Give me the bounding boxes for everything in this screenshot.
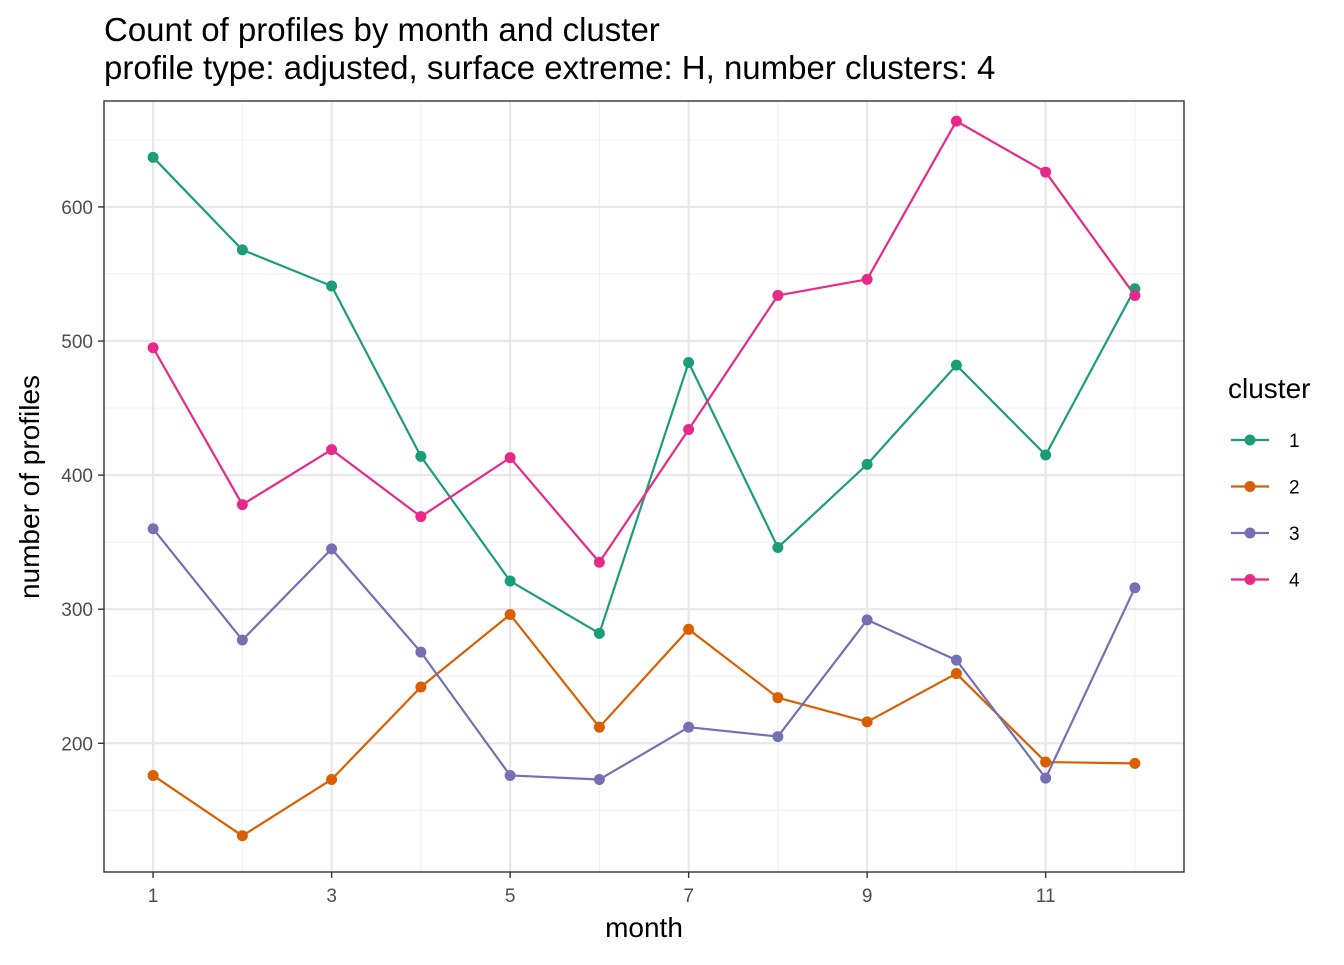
- data-point-cluster-2: [772, 692, 784, 704]
- series-line-cluster-2: [152, 613, 1135, 837]
- y-tick-label: 300: [61, 600, 93, 621]
- data-point-cluster-1: [504, 575, 516, 587]
- data-point-cluster-3: [772, 731, 784, 743]
- x-tick-label: 11: [1036, 886, 1056, 907]
- data-point-cluster-3: [1040, 772, 1052, 784]
- data-point-cluster-3: [683, 721, 695, 733]
- legend-point-cluster-4: [1244, 574, 1256, 585]
- data-point-cluster-4: [415, 511, 427, 523]
- y-tick-label: 400: [61, 466, 93, 487]
- legend-point-cluster-1: [1244, 434, 1256, 446]
- data-point-cluster-4: [593, 556, 605, 568]
- data-point-cluster-3: [593, 773, 605, 785]
- legend-items: 1 2 3 4: [1231, 431, 1300, 592]
- series-line-cluster-4: [152, 120, 1136, 564]
- chart-subtitle: profile type: adjusted, surface extreme:…: [104, 49, 995, 86]
- legend-label-cluster-3: 3: [1289, 524, 1300, 545]
- plot-panel: [104, 101, 1184, 872]
- data-point-cluster-2: [1040, 756, 1052, 768]
- grid-lines: [104, 101, 1184, 872]
- data-point-cluster-2: [326, 773, 338, 785]
- data-point-cluster-3: [950, 654, 962, 666]
- series-line-cluster-3: [152, 528, 1136, 781]
- series-layer: [147, 115, 1141, 842]
- data-point-cluster-4: [683, 424, 695, 436]
- data-point-cluster-2: [236, 830, 248, 842]
- data-point-cluster-4: [326, 444, 338, 456]
- plot-border: [103, 100, 1185, 873]
- series-line-cluster-1: [152, 156, 1136, 635]
- data-point-cluster-1: [415, 450, 427, 462]
- axes: 200 300 400 500 600 1 3 5 7 9 11: [61, 198, 1055, 907]
- x-tick-label: 1: [148, 886, 159, 907]
- data-point-cluster-2: [950, 668, 962, 680]
- y-tick-label: 600: [61, 198, 93, 219]
- data-point-cluster-4: [950, 115, 962, 127]
- data-point-cluster-1: [593, 627, 605, 639]
- data-point-cluster-1: [326, 280, 338, 292]
- data-point-cluster-1: [861, 458, 873, 470]
- legend-label-cluster-1: 1: [1289, 431, 1300, 452]
- data-point-cluster-3: [236, 634, 248, 646]
- data-point-cluster-1: [950, 359, 962, 371]
- x-tick-label: 5: [505, 886, 516, 907]
- data-point-cluster-1: [236, 244, 248, 256]
- chart-title: Count of profiles by month and cluster: [104, 11, 660, 48]
- legend-point-cluster-2: [1244, 481, 1256, 492]
- data-point-cluster-2: [147, 769, 159, 781]
- data-point-cluster-3: [861, 614, 873, 626]
- data-point-cluster-4: [861, 273, 873, 285]
- data-point-cluster-1: [147, 151, 159, 163]
- data-point-cluster-2: [593, 721, 605, 733]
- data-point-cluster-4: [504, 452, 516, 464]
- legend-point-cluster-3: [1244, 527, 1256, 539]
- legend-label-cluster-4: 4: [1289, 571, 1300, 592]
- data-point-cluster-2: [504, 609, 516, 621]
- data-point-cluster-4: [1040, 166, 1052, 178]
- data-point-cluster-4: [147, 342, 159, 354]
- y-axis-title: number of profiles: [14, 375, 45, 599]
- x-tick-label: 9: [862, 886, 873, 907]
- data-point-cluster-3: [326, 543, 338, 555]
- x-tick-label: 3: [326, 886, 337, 907]
- data-point-cluster-2: [683, 623, 695, 635]
- legend: cluster 1 2 3 4: [1228, 373, 1310, 592]
- data-point-cluster-3: [415, 646, 427, 658]
- data-point-cluster-1: [1040, 449, 1052, 461]
- data-point-cluster-1: [683, 356, 695, 368]
- y-tick-label: 200: [61, 734, 93, 755]
- data-point-cluster-2: [1129, 757, 1141, 769]
- data-point-cluster-3: [147, 523, 159, 535]
- legend-label-cluster-2: 2: [1289, 478, 1300, 499]
- data-point-cluster-4: [772, 289, 784, 301]
- data-point-cluster-3: [504, 769, 516, 781]
- x-axis-title: month: [605, 912, 683, 943]
- data-point-cluster-2: [861, 716, 873, 728]
- y-tick-label: 500: [61, 332, 93, 353]
- x-tick-label: 7: [683, 886, 694, 907]
- data-point-cluster-2: [415, 681, 427, 693]
- data-point-cluster-4: [236, 499, 248, 511]
- legend-title: cluster: [1228, 373, 1310, 404]
- data-point-cluster-1: [772, 542, 784, 554]
- data-point-cluster-3: [1129, 582, 1141, 594]
- data-point-cluster-4: [1129, 289, 1141, 301]
